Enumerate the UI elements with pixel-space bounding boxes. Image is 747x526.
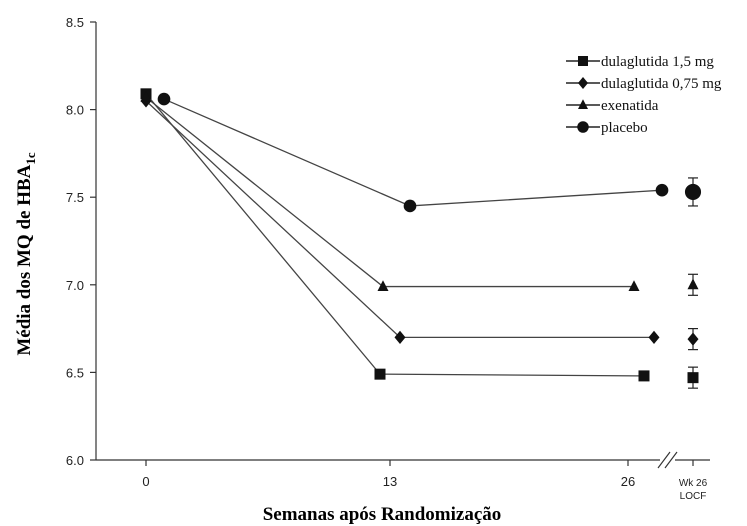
data-point-triangle bbox=[377, 280, 389, 291]
legend-marker-square bbox=[578, 56, 588, 66]
y-tick-label: 7.5 bbox=[66, 190, 84, 205]
y-tick-label: 6.0 bbox=[66, 453, 84, 468]
series-line-square bbox=[145, 93, 645, 377]
data-point-circle bbox=[403, 199, 417, 213]
legend-label: exenatida bbox=[601, 98, 659, 114]
y-tick-label: 8.0 bbox=[66, 103, 84, 118]
y-tick-label: 7.0 bbox=[66, 278, 84, 293]
series-line-circle bbox=[163, 98, 663, 207]
data-point-square bbox=[374, 368, 386, 380]
y-axis-title-subscript: 1c bbox=[23, 152, 38, 165]
data-point-diamond bbox=[394, 330, 406, 344]
x-axis-ticks: 0 13 26 bbox=[142, 460, 694, 489]
data-point-triangle bbox=[140, 91, 152, 102]
y-tick-label: 6.5 bbox=[66, 365, 84, 380]
series-layer bbox=[140, 88, 669, 382]
data-point-diamond bbox=[648, 330, 660, 344]
legend-label: dulaglutida 1,5 mg bbox=[601, 54, 714, 70]
legend-label: dulaglutida 0,75 mg bbox=[601, 76, 722, 92]
locf-point-circle bbox=[684, 183, 702, 200]
axis-break-icon bbox=[657, 451, 678, 469]
x-axis-title: Semanas após Randomização bbox=[263, 504, 502, 525]
data-point-circle bbox=[157, 92, 171, 106]
data-point-square bbox=[638, 370, 650, 382]
x-tick-label: 26 bbox=[621, 474, 635, 489]
x-tick-label: 13 bbox=[383, 474, 397, 489]
data-point-circle bbox=[655, 183, 669, 197]
locf-point-square bbox=[687, 372, 699, 384]
series-line-triangle bbox=[145, 96, 634, 288]
y-axis-title-main: Média dos MQ de HBA bbox=[14, 164, 35, 355]
legend: dulaglutida 1,5 mg dulaglutida 0,75 mg exe… bbox=[566, 54, 722, 136]
data-point-triangle bbox=[628, 280, 640, 291]
locf-tick-label-line2: LOCF bbox=[680, 491, 707, 502]
y-axis-ticks: 6.0 6.5 7.0 7.5 8.0 8.5 bbox=[66, 15, 96, 468]
locf-tick-label-line1: Wk 26 bbox=[679, 478, 708, 489]
legend-marker-diamond bbox=[578, 77, 588, 89]
locf-layer bbox=[684, 177, 702, 389]
locf-point-triangle bbox=[687, 278, 699, 290]
locf-point-diamond bbox=[687, 332, 699, 346]
legend-marker-circle bbox=[577, 121, 589, 133]
legend-marker-triangle bbox=[578, 99, 588, 109]
series-line-diamond bbox=[145, 100, 654, 339]
y-tick-label: 8.5 bbox=[66, 15, 84, 30]
x-tick-label: 0 bbox=[142, 474, 149, 489]
legend-label: placebo bbox=[601, 120, 648, 136]
y-axis-title: Média dos MQ de HBA1c bbox=[14, 152, 38, 356]
